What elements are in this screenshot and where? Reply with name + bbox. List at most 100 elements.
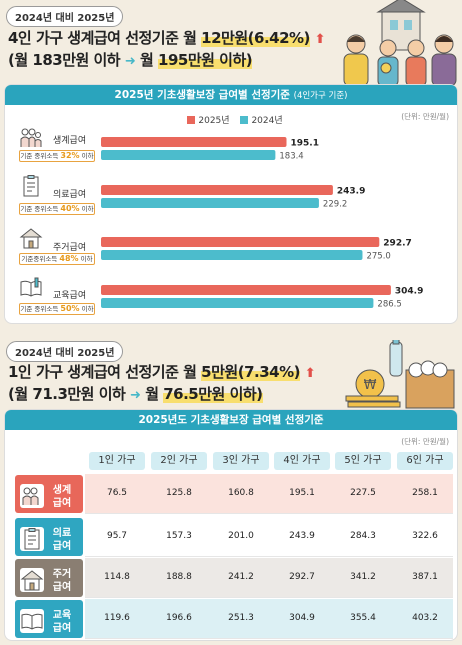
bar-2025년-교육급여 — [101, 285, 391, 295]
category-tag: 기준 중위소득 32% 이하 — [19, 150, 95, 162]
bar-2024년-의료급여 — [101, 198, 319, 208]
row-label-line1: 주거 — [52, 569, 72, 580]
table-row — [85, 599, 453, 639]
tag-prefix: 기준 중위소득 — [20, 205, 59, 213]
headline-highlight: 12만원(6.42%) — [201, 29, 310, 47]
groceries-illustration-icon: ₩ — [345, 340, 455, 409]
headline-1person-line2: (월 71.3만원 이하 ➜ 월 76.5만원 이하) — [8, 383, 263, 407]
bar-value-label: 183.4 — [279, 152, 303, 162]
bar-2025년-주거급여 — [101, 237, 380, 247]
right-arrow-icon: ➜ — [130, 388, 141, 403]
table-cell: 258.1 — [412, 488, 438, 498]
bar-value-label: 229.2 — [323, 200, 347, 210]
family-illustration-icon — [343, 0, 457, 86]
family-icon — [20, 128, 42, 147]
tag-percent: 50% — [60, 304, 80, 313]
bar-value-label: 275.0 — [366, 252, 390, 262]
row-label-line2: 급여 — [52, 623, 72, 634]
bar-2024년-교육급여 — [101, 298, 374, 308]
headline-1person-line1: 1인 가구 생계급여 선정기준 월 5만원(7.34%) ⬆ — [8, 361, 316, 385]
table-cell: 114.8 — [104, 572, 130, 582]
tag-suffix: 이하 — [81, 205, 94, 213]
legend-label-2024: 2024년 — [251, 116, 283, 126]
table-cell: 355.4 — [350, 613, 376, 623]
right-arrow-icon: ➜ — [124, 54, 136, 69]
table-cell: 95.7 — [106, 531, 128, 541]
table-cell: 322.6 — [412, 531, 438, 541]
table-row — [85, 558, 453, 598]
category-tag: 기준 중위소득 50% 이하 — [19, 303, 95, 315]
bar-value-label: 292.7 — [383, 239, 411, 249]
table-cell: 292.7 — [289, 572, 315, 582]
up-arrow-icon: ⬆ — [314, 32, 326, 47]
table-cell: 125.8 — [166, 488, 192, 498]
row-label-line2: 급여 — [52, 582, 72, 593]
row-label-line2: 급여 — [52, 541, 72, 552]
family-icon — [20, 484, 44, 508]
bar-chart: 195.1 183.4 243.9 229.2 292.7 275.0 304.9 286.5 — [101, 137, 423, 310]
bar-value-label: 286.5 — [377, 300, 401, 310]
bar-2025년-생계급여 — [101, 137, 287, 147]
category-tag: 기준 중위소득 40% 이하 — [19, 203, 95, 215]
row-label: 의료 급여 — [49, 527, 75, 553]
bar-value-label: 304.9 — [395, 287, 423, 297]
row-label-line1: 생계 — [52, 485, 72, 496]
medical-chart-icon — [20, 527, 44, 551]
bar-2024년-주거급여 — [101, 250, 363, 260]
table-unit: (단위: 만원/월) — [401, 437, 449, 446]
table-header-cell: 1인 가구 — [89, 452, 145, 470]
table-cell: 403.2 — [412, 613, 438, 623]
table-cell: 188.8 — [166, 572, 192, 582]
chart-unit: (단위: 만원/월) — [401, 112, 449, 121]
up-arrow-icon: ⬆ — [304, 366, 316, 381]
table-header-cell: 3인 가구 — [213, 452, 269, 470]
table-cell: 119.6 — [104, 613, 130, 623]
table-cell: 157.3 — [166, 531, 192, 541]
tag-prefix: 기준 중위소득 — [20, 305, 59, 313]
row-label-line1: 교육 — [52, 610, 72, 621]
table-title: 2025년도 기초생활보장 급여별 선정기준 — [5, 410, 457, 430]
medical-chart-icon — [23, 175, 39, 197]
table-row — [85, 474, 453, 514]
table-cell: 76.5 — [106, 488, 128, 498]
table-row — [85, 517, 453, 557]
headline-text: 월 — [140, 51, 154, 69]
table-cell: 241.2 — [228, 572, 254, 582]
headline-4person-line1: 4인 가구 생계급여 선정기준 월 12만원(6.42%) ⬆ — [8, 27, 326, 51]
legend-label-2025: 2025년 — [198, 116, 230, 126]
table-cell: 227.5 — [350, 488, 376, 498]
bar-2025년-의료급여 — [101, 185, 333, 195]
bar-value-label: 195.1 — [291, 139, 319, 149]
tag-suffix: 이하 — [81, 152, 94, 160]
table-cell: 387.1 — [412, 572, 438, 582]
house-icon — [19, 228, 43, 249]
table-cell: 195.1 — [289, 488, 315, 498]
tag-percent: 48% — [59, 254, 79, 263]
row-label-line2: 급여 — [52, 498, 72, 509]
chart-title-text: 2025년 기초생활보장 급여별 선정기준 — [114, 89, 290, 101]
tag-prefix: 기준 중위소득 — [20, 152, 59, 160]
tag-suffix: 이하 — [81, 305, 94, 313]
period-pill: 2024년 대비 2025년 — [6, 6, 124, 27]
headline-text: 1인 가구 생계급여 선정기준 월 — [8, 363, 197, 381]
table-cell: 304.9 — [289, 613, 315, 623]
bar-2024년-생계급여 — [101, 150, 276, 160]
table-panel: 2025년도 기초생활보장 급여별 선정기준 (단위: 만원/월) 1인 가구 2… — [4, 409, 458, 641]
table-cell: 201.0 — [228, 531, 254, 541]
table-cell: 251.3 — [228, 613, 254, 623]
headline-4person-line2: (월 183만원 이하 ➜ 월 195만원 이하) — [8, 49, 253, 73]
open-book-icon — [20, 277, 42, 297]
category-label: 주거급여 — [53, 243, 87, 253]
category-label: 교육급여 — [53, 291, 87, 301]
period-pill: 2024년 대비 2025년 — [6, 341, 124, 362]
tag-percent: 32% — [60, 151, 80, 160]
table-cell: 196.6 — [166, 613, 192, 623]
svg-text:₩: ₩ — [364, 378, 377, 393]
legend-swatch-2025 — [187, 115, 196, 124]
headline-text: (월 71.3만원 이하 — [8, 385, 126, 403]
